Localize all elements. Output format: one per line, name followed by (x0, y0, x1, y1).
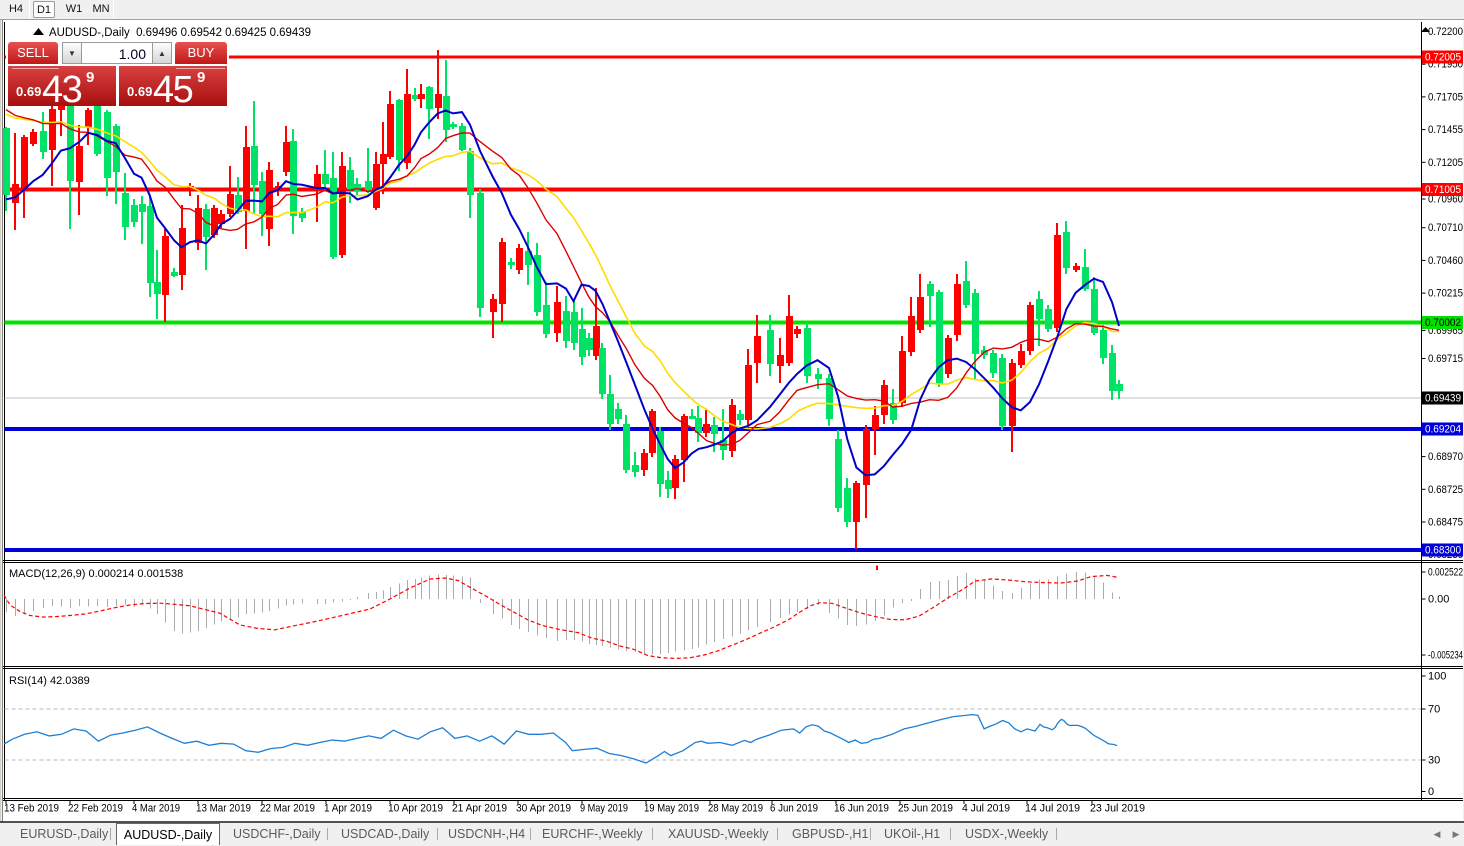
svg-text:RSI(14) 42.0389: RSI(14) 42.0389 (9, 675, 90, 687)
svg-text:0.00: 0.00 (1428, 594, 1449, 606)
svg-text:21 Apr 2019: 21 Apr 2019 (452, 803, 507, 815)
svg-text:0.72005: 0.72005 (1425, 52, 1461, 64)
svg-text:13 Feb 2019: 13 Feb 2019 (4, 803, 59, 815)
svg-text:0.69439: 0.69439 (1425, 393, 1461, 405)
svg-text:4 Mar 2019: 4 Mar 2019 (132, 803, 180, 815)
svg-text:0: 0 (1428, 786, 1434, 798)
svg-text:70: 70 (1428, 704, 1440, 716)
svg-text:23 Jul 2019: 23 Jul 2019 (1090, 803, 1145, 815)
svg-text:0.70960: 0.70960 (1428, 194, 1463, 206)
svg-text:10 Apr 2019: 10 Apr 2019 (388, 803, 443, 815)
svg-text:-0.005234: -0.005234 (1428, 650, 1463, 662)
svg-text:19 May 2019: 19 May 2019 (644, 803, 699, 815)
svg-text:0.71455: 0.71455 (1428, 124, 1463, 136)
svg-text:100: 100 (1428, 671, 1446, 683)
svg-text:13 Mar 2019: 13 Mar 2019 (196, 803, 251, 815)
svg-text:0.71705: 0.71705 (1428, 91, 1463, 103)
svg-text:0.69204: 0.69204 (1425, 424, 1461, 436)
svg-text:0.68475: 0.68475 (1428, 517, 1463, 529)
svg-text:14 Jul 2019: 14 Jul 2019 (1025, 803, 1080, 815)
svg-text:9 May 2019: 9 May 2019 (580, 803, 628, 815)
svg-text:0.71205: 0.71205 (1428, 157, 1463, 169)
svg-text:28 May 2019: 28 May 2019 (708, 803, 763, 815)
svg-text:16 Jun 2019: 16 Jun 2019 (834, 803, 889, 815)
svg-text:0.002522: 0.002522 (1428, 567, 1463, 579)
svg-text:30 Apr 2019: 30 Apr 2019 (516, 803, 571, 815)
svg-text:30: 30 (1428, 755, 1440, 767)
svg-text:0.69715: 0.69715 (1428, 353, 1463, 365)
svg-text:22 Feb 2019: 22 Feb 2019 (68, 803, 123, 815)
svg-text:6 Jun 2019: 6 Jun 2019 (770, 803, 818, 815)
svg-text:1 Apr 2019: 1 Apr 2019 (324, 803, 372, 815)
svg-text:25 Jun 2019: 25 Jun 2019 (898, 803, 953, 815)
svg-text:AUDUSD-,Daily 0.69496 0.69542: AUDUSD-,Daily 0.69496 0.69542 0.69425 0.… (49, 27, 311, 39)
svg-text:4 Jul 2019: 4 Jul 2019 (962, 803, 1010, 815)
svg-text:0.70710: 0.70710 (1428, 222, 1463, 234)
svg-text:0.70460: 0.70460 (1428, 255, 1463, 267)
svg-text:0.68725: 0.68725 (1428, 484, 1463, 496)
svg-text:0.71005: 0.71005 (1425, 184, 1461, 196)
svg-text:0.68300: 0.68300 (1425, 545, 1461, 557)
svg-text:0.72200: 0.72200 (1428, 26, 1463, 38)
svg-text:22 Mar 2019: 22 Mar 2019 (260, 803, 315, 815)
svg-text:0.68970: 0.68970 (1428, 451, 1463, 463)
svg-text:0.70215: 0.70215 (1428, 288, 1463, 300)
svg-text:0.70002: 0.70002 (1425, 317, 1461, 329)
svg-text:MACD(12,26,9) 0.000214 0.00153: MACD(12,26,9) 0.000214 0.001538 (9, 568, 183, 580)
